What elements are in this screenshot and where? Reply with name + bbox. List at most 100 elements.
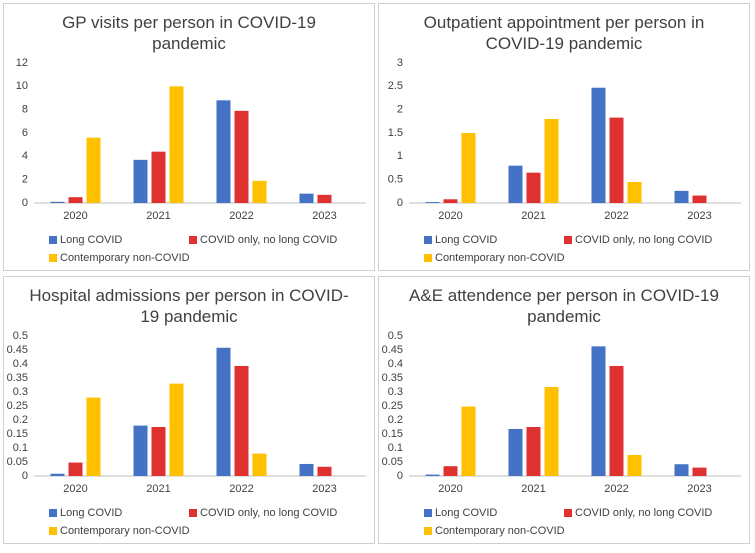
legend-label: Contemporary non-COVID xyxy=(60,252,190,264)
y-tick-label: 0 xyxy=(22,197,28,209)
y-tick-label: 0.35 xyxy=(7,372,28,384)
bar xyxy=(68,462,83,476)
y-tick-label: 4 xyxy=(22,150,28,162)
chart-title: Hospital admissions per person in COVID-… xyxy=(29,286,349,326)
y-tick-label: 0.2 xyxy=(388,414,403,426)
bar xyxy=(216,100,231,203)
y-tick-label: 0 xyxy=(397,470,403,482)
y-tick-label: 1.5 xyxy=(388,127,403,139)
y-tick-label: 0.25 xyxy=(382,400,403,412)
bar xyxy=(151,427,166,476)
legend-swatch xyxy=(189,236,197,244)
chart: 0 0.05 0.1 0.15 0.2 0.25 0.3 0.35 0.4 0.45 0.5 2020… xyxy=(7,330,366,537)
x-tick-label: 2023 xyxy=(687,210,711,222)
chart: 0 0.5 1 1.5 2 2.5 3 2020 2021 2022 2023 Long COVID C… xyxy=(388,57,741,264)
bar xyxy=(151,151,166,203)
x-tick-label: 2021 xyxy=(146,483,170,495)
y-tick-label: 0.3 xyxy=(13,386,28,398)
y-tick-label: 2 xyxy=(22,174,28,186)
bar xyxy=(692,467,707,476)
y-tick-label: 0 xyxy=(22,470,28,482)
bar xyxy=(216,347,231,476)
chart: 0 2 4 6 8 10 12 2020 2021 2022 2023 Long COVID COVID… xyxy=(16,57,366,264)
chart-title: Outpatient appointment per person in COV… xyxy=(423,13,705,53)
legend-swatch xyxy=(49,509,57,517)
y-tick-label: 0.2 xyxy=(13,414,28,426)
bar xyxy=(133,425,148,476)
x-tick-label: 2020 xyxy=(63,210,87,222)
bar xyxy=(544,119,559,203)
bar xyxy=(50,201,65,203)
y-tick-label: 0 xyxy=(397,197,403,209)
legend-label: Contemporary non-COVID xyxy=(435,525,565,537)
chart-title: GP visits per person in COVID-19 pandemi… xyxy=(62,13,316,53)
bar xyxy=(169,86,184,203)
bar xyxy=(609,117,624,203)
y-tick-label: 2 xyxy=(397,104,403,116)
bar xyxy=(674,190,689,203)
legend-label: Contemporary non-COVID xyxy=(435,252,565,264)
bar xyxy=(461,133,476,203)
y-tick-label: 3 xyxy=(397,57,403,69)
bar xyxy=(692,195,707,203)
bar xyxy=(461,406,476,476)
bar xyxy=(252,453,267,476)
x-tick-label: 2021 xyxy=(521,210,545,222)
legend-swatch xyxy=(564,236,572,244)
bar xyxy=(252,180,267,203)
bar xyxy=(526,427,541,476)
legend-swatch xyxy=(424,509,432,517)
y-tick-label: 0.1 xyxy=(388,442,403,454)
y-tick-label: 0.1 xyxy=(13,442,28,454)
bar xyxy=(234,110,249,203)
x-tick-label: 2020 xyxy=(438,483,462,495)
legend-label: COVID only, no long COVID xyxy=(200,507,337,519)
y-tick-label: 0.5 xyxy=(388,174,403,186)
y-tick-label: 6 xyxy=(22,127,28,139)
legend-label: Long COVID xyxy=(435,507,497,519)
legend-swatch xyxy=(424,254,432,262)
chart: 0 0.05 0.1 0.15 0.2 0.25 0.3 0.35 0.4 0.45 0.5 2020… xyxy=(382,330,741,537)
bar xyxy=(317,194,332,203)
legend-swatch xyxy=(424,236,432,244)
legend-label: COVID only, no long COVID xyxy=(575,234,712,246)
chart-panel: 0 0.05 0.1 0.15 0.2 0.25 0.3 0.35 0.4 0.45 0.5 2020… xyxy=(378,276,750,544)
x-tick-label: 2023 xyxy=(312,483,336,495)
y-tick-label: 10 xyxy=(16,80,28,92)
legend-swatch xyxy=(49,527,57,535)
x-tick-label: 2020 xyxy=(438,210,462,222)
bar xyxy=(86,397,101,476)
legend-swatch xyxy=(189,509,197,517)
y-tick-label: 2.5 xyxy=(388,80,403,92)
x-tick-label: 2022 xyxy=(229,210,253,222)
bar xyxy=(133,159,148,203)
x-tick-label: 2022 xyxy=(229,483,253,495)
bar xyxy=(443,199,458,203)
y-tick-label: 0.45 xyxy=(7,344,28,356)
bar xyxy=(50,473,65,476)
y-tick-label: 0.4 xyxy=(13,358,28,370)
bar xyxy=(86,137,101,203)
x-tick-label: 2021 xyxy=(146,210,170,222)
x-tick-label: 2023 xyxy=(687,483,711,495)
bar xyxy=(234,365,249,476)
y-tick-label: 8 xyxy=(22,104,28,116)
y-tick-label: 0.45 xyxy=(382,344,403,356)
bar xyxy=(591,346,606,476)
x-tick-label: 2020 xyxy=(63,483,87,495)
chart-panel: 0 2 4 6 8 10 12 2020 2021 2022 2023 Long COVID COVID… xyxy=(3,3,375,271)
legend-label: Long COVID xyxy=(60,234,122,246)
x-tick-label: 2023 xyxy=(312,210,336,222)
bar xyxy=(425,202,440,203)
bar xyxy=(544,386,559,476)
y-tick-label: 0.25 xyxy=(7,400,28,412)
bar xyxy=(609,365,624,476)
x-tick-label: 2021 xyxy=(521,483,545,495)
bar xyxy=(591,87,606,203)
bar xyxy=(627,182,642,203)
chart-panel: 0 0.05 0.1 0.15 0.2 0.25 0.3 0.35 0.4 0.45 0.5 2020… xyxy=(3,276,375,544)
legend-label: COVID only, no long COVID xyxy=(575,507,712,519)
legend-swatch xyxy=(49,236,57,244)
y-tick-label: 0.5 xyxy=(13,330,28,342)
